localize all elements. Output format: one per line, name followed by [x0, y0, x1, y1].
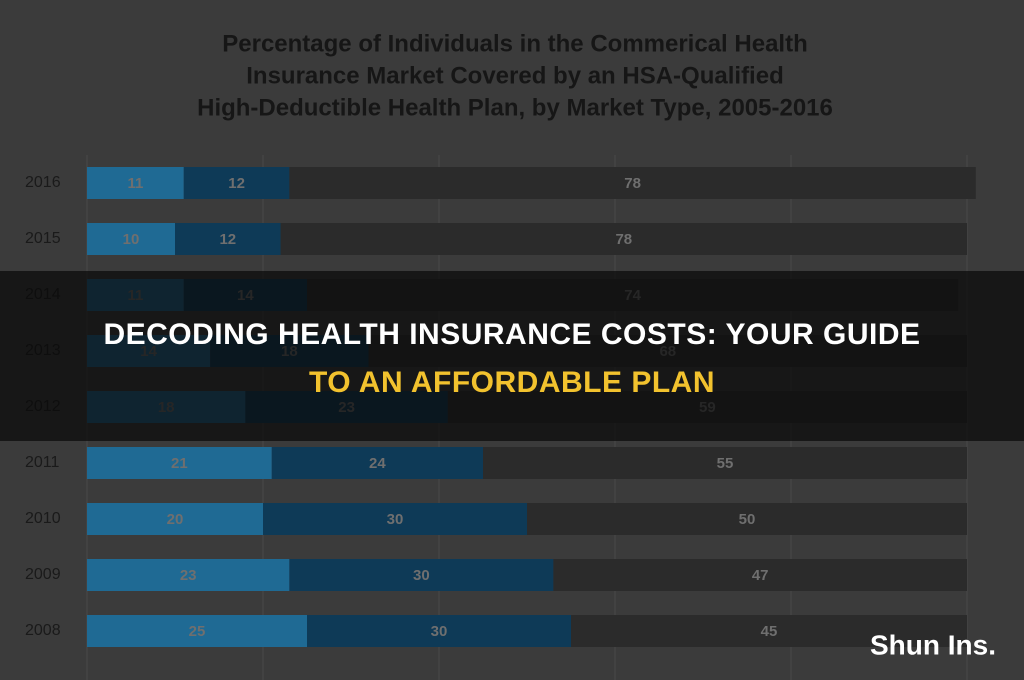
bar-segment [271, 447, 483, 479]
bar-segment [183, 167, 290, 199]
bar-segment [87, 447, 272, 479]
value-label: 24 [369, 455, 386, 472]
watermark: Shun Ins. [870, 629, 996, 660]
chart-title: Insurance Market Covered by an HSA-Quali… [246, 62, 783, 89]
bar-segment [175, 223, 281, 255]
y-tick-label: 2016 [25, 174, 61, 191]
value-label: 21 [171, 455, 188, 472]
value-label: 78 [615, 231, 632, 248]
value-label: 30 [387, 511, 404, 528]
value-label: 78 [624, 175, 641, 192]
y-tick-label: 2011 [25, 454, 60, 471]
bar-segment [483, 447, 967, 479]
value-label: 55 [717, 455, 734, 472]
value-label: 20 [167, 511, 184, 528]
bar-segment [571, 615, 967, 647]
value-label: 30 [413, 567, 430, 584]
bar-segment [87, 167, 184, 199]
y-tick-label: 2015 [25, 230, 61, 247]
value-label: 12 [219, 231, 236, 248]
banner-title: DECODING HEALTH INSURANCE COSTS: YOUR GU… [103, 318, 920, 351]
value-label: 12 [228, 175, 245, 192]
value-label: 47 [752, 567, 769, 584]
y-tick-label: 2008 [25, 622, 61, 639]
y-tick-label: 2009 [25, 566, 61, 583]
bar-segment [87, 559, 290, 591]
chart-title: High-Deductible Health Plan, by Market T… [197, 94, 833, 121]
banner [0, 271, 1024, 441]
bar-segment [307, 615, 571, 647]
y-tick-label: 2010 [25, 510, 61, 527]
value-label: 25 [189, 623, 206, 640]
value-label: 10 [123, 231, 140, 248]
chart-title: Percentage of Individuals in the Commeri… [222, 30, 807, 57]
bar-segment [553, 559, 967, 591]
value-label: 30 [431, 623, 448, 640]
bar-segment [289, 559, 554, 591]
bar-segment [280, 223, 968, 255]
value-label: 11 [127, 175, 143, 192]
value-label: 23 [180, 567, 197, 584]
value-label: 50 [739, 511, 756, 528]
bar-segment [527, 503, 967, 535]
value-label: 45 [761, 623, 778, 640]
bar-segment [289, 167, 976, 199]
bar-segment [87, 615, 307, 647]
bar-segment [263, 503, 527, 535]
bar-segment [87, 223, 175, 255]
chart: Percentage of Individuals in the Commeri… [25, 30, 976, 680]
bar-segment [87, 503, 263, 535]
banner-title: TO AN AFFORDABLE PLAN [309, 366, 715, 399]
